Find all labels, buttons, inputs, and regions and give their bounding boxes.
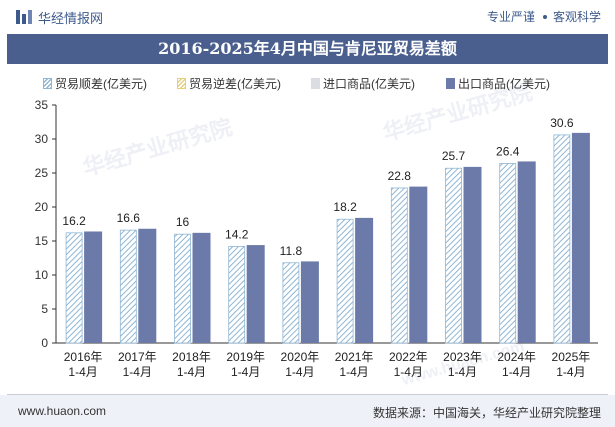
slogan-dot-icon xyxy=(542,14,547,19)
legend-item-import: 进口商品(亿美元) xyxy=(311,74,415,94)
x-tick-label: 1-4月 xyxy=(177,365,206,379)
x-tick-label: 1-4月 xyxy=(68,365,97,379)
bar-surplus xyxy=(65,232,83,344)
bar-import xyxy=(461,341,464,343)
bar-surplus xyxy=(228,246,246,344)
footer-divider xyxy=(7,394,608,395)
chart-plot: 0510152025303516.22016年1-4月16.62017年1-4月… xyxy=(35,98,598,379)
bar-import xyxy=(407,341,410,343)
bar-import xyxy=(569,340,572,343)
x-tick-label: 2021年 xyxy=(335,350,374,364)
x-tick-label: 2019年 xyxy=(226,350,265,364)
footer-url: www.huaon.com xyxy=(18,404,107,418)
bar-export xyxy=(300,261,319,343)
bar-export xyxy=(571,132,590,343)
legend-surplus-label: 贸易顺差(亿美元) xyxy=(55,77,147,91)
footer: www.huaon.com 数据来源：中国海关，华经产业研究院整理 xyxy=(0,395,615,427)
bar-surplus xyxy=(119,229,137,344)
legend: 贸易顺差(亿美元) 贸易逆差(亿美元) 进口商品(亿美元) 出口商品(亿美元) xyxy=(0,74,615,94)
bar-export xyxy=(192,232,211,343)
bar-export xyxy=(355,217,374,343)
legend-deficit-label: 贸易逆差(亿美元) xyxy=(189,77,281,91)
legend-import-label: 进口商品(亿美元) xyxy=(323,77,415,91)
y-tick-label: 0 xyxy=(41,336,48,350)
bar-export xyxy=(138,228,157,343)
data-label-surplus: 16.6 xyxy=(117,211,141,225)
x-tick-label: 2017年 xyxy=(118,350,157,364)
legend-import-swatch xyxy=(311,78,320,89)
data-label-surplus: 11.8 xyxy=(280,244,303,258)
bar-surplus xyxy=(499,163,517,344)
x-tick-label: 2018年 xyxy=(172,350,211,364)
x-tick-label: 1-4月 xyxy=(448,365,477,379)
x-tick-label: 2020年 xyxy=(281,350,320,364)
x-tick-label: 2024年 xyxy=(497,350,536,364)
footer-source: 数据来源：中国海关，华经产业研究院整理 xyxy=(372,406,601,420)
bar-export xyxy=(463,166,482,343)
x-tick-label: 1-4月 xyxy=(394,365,423,379)
bar-surplus xyxy=(336,218,354,344)
legend-item-export: 出口商品(亿美元) xyxy=(446,74,550,94)
bar-surplus xyxy=(390,187,408,344)
data-label-surplus: 22.8 xyxy=(388,169,412,183)
bar-export xyxy=(517,161,536,343)
x-tick-label: 2016年 xyxy=(64,350,103,364)
data-label-surplus: 16 xyxy=(176,215,190,229)
bar-surplus xyxy=(445,167,462,344)
bar-import xyxy=(244,341,247,343)
slogan: 专业严谨 客观科学 xyxy=(487,8,601,25)
legend-item-deficit: 贸易逆差(亿美元) xyxy=(177,74,281,94)
legend-export-label: 出口商品(亿美元) xyxy=(458,77,550,91)
y-tick-label: 5 xyxy=(41,302,48,316)
bar-import xyxy=(353,341,356,343)
slogan-right: 客观科学 xyxy=(552,10,601,24)
bar-import xyxy=(82,341,85,343)
bar-import xyxy=(515,340,518,343)
data-label-surplus: 30.6 xyxy=(550,116,574,130)
legend-export-swatch xyxy=(446,78,455,89)
bar-export xyxy=(409,186,428,343)
legend-surplus-swatch xyxy=(43,78,52,89)
data-label-surplus: 25.7 xyxy=(442,149,466,163)
y-tick-label: 30 xyxy=(35,132,49,146)
bar-import xyxy=(136,341,139,343)
y-tick-label: 20 xyxy=(35,200,49,214)
x-tick-label: 2023年 xyxy=(443,350,482,364)
data-label-surplus: 14.2 xyxy=(225,227,249,241)
bar-surplus xyxy=(553,134,571,344)
x-tick-label: 1-4月 xyxy=(285,365,314,379)
bar-export xyxy=(84,231,103,343)
x-tick-label: 2025年 xyxy=(552,350,591,364)
legend-deficit-swatch xyxy=(177,78,186,89)
x-tick-label: 1-4月 xyxy=(556,365,585,379)
bar-import xyxy=(190,341,193,343)
x-tick-label: 1-4月 xyxy=(339,365,368,379)
y-tick-label: 35 xyxy=(35,98,49,112)
chart-title: 2016-2025年4月中国与肯尼亚贸易差额 xyxy=(7,34,608,64)
x-tick-label: 1-4月 xyxy=(123,365,152,379)
top-bar: 华经情报网 专业严谨 客观科学 xyxy=(0,0,615,34)
bar-surplus xyxy=(282,262,300,344)
x-tick-label: 2022年 xyxy=(389,350,428,364)
y-tick-label: 25 xyxy=(35,166,49,180)
x-tick-label: 1-4月 xyxy=(502,365,531,379)
data-label-surplus: 26.4 xyxy=(496,144,520,158)
brand-name: 华经情报网 xyxy=(38,11,104,26)
y-tick-label: 10 xyxy=(35,268,49,282)
data-label-surplus: 18.2 xyxy=(333,200,357,214)
brand-logo-icon xyxy=(16,10,32,24)
data-label-surplus: 16.2 xyxy=(62,214,86,228)
bar-export xyxy=(246,245,265,343)
y-tick-label: 15 xyxy=(35,234,49,248)
x-tick-label: 1-4月 xyxy=(231,365,260,379)
bar-surplus xyxy=(174,233,191,344)
slogan-left: 专业严谨 xyxy=(486,10,535,24)
legend-item-surplus: 贸易顺差(亿美元) xyxy=(43,74,147,94)
bar-import xyxy=(298,341,301,343)
